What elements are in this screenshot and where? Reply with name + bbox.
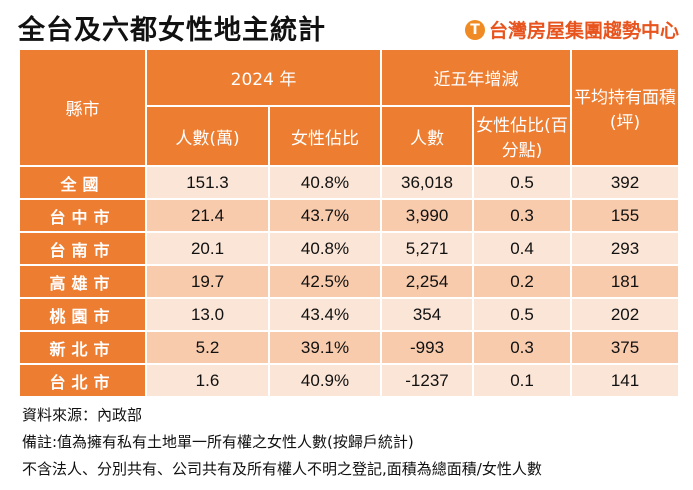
footnotes: 資料來源：內政部 備註:值為擁有私有土地單一所有權之女性人數(按歸戶統計) 不含…: [22, 402, 542, 483]
table-row: 全國 151.3 40.8% 36,018 0.5 392: [18, 165, 681, 200]
cell-share: 40.8%: [267, 165, 383, 200]
header-people: 人數: [380, 105, 475, 167]
cell-area: 181: [570, 264, 681, 299]
cell-change-share: 0.3: [472, 330, 573, 365]
cell-area: 293: [570, 231, 681, 266]
cell-city: 高雄市: [18, 264, 147, 299]
table-row: 台中市 21.4 43.7% 3,990 0.3 155: [18, 198, 681, 233]
cell-change-share: 0.5: [472, 165, 573, 200]
cell-share: 43.4%: [267, 297, 383, 332]
cell-change-people: 5,271: [380, 231, 475, 266]
table-row: 桃園市 13.0 43.4% 354 0.5 202: [18, 297, 681, 332]
source-note: 資料來源：內政部: [22, 406, 143, 424]
header-female-share-pp: 女性佔比(百分點): [472, 105, 573, 167]
cell-people-wan: 19.7: [145, 264, 270, 299]
cell-area: 155: [570, 198, 681, 233]
cell-people-wan: 151.3: [145, 165, 270, 200]
cell-change-people: 354: [380, 297, 475, 332]
table-row: 新北市 5.2 39.1% -993 0.3 375: [18, 330, 681, 365]
cell-city: 台北市: [18, 363, 147, 398]
cell-change-people: 3,990: [380, 198, 475, 233]
cell-share: 39.1%: [267, 330, 383, 365]
cell-city: 新北市: [18, 330, 147, 365]
cell-people-wan: 13.0: [145, 297, 270, 332]
table-row: 台南市 20.1 40.8% 5,271 0.4 293: [18, 231, 681, 266]
logo-text: 台灣房屋集團趨勢中心: [488, 20, 679, 42]
cell-change-share: 0.3: [472, 198, 573, 233]
header-city: 縣市: [18, 48, 147, 167]
cell-change-people: 2,254: [380, 264, 475, 299]
remark-note: 備註:值為擁有私有土地單一所有權之女性人數(按歸戶統計): [22, 433, 414, 451]
header-people-wan: 人數(萬): [145, 105, 270, 167]
cell-change-people: -993: [380, 330, 475, 365]
cell-area: 141: [570, 363, 681, 398]
header-2024: 2024 年: [144, 48, 383, 107]
remark-note-2: 不含法人、分別共有、公司共有及所有權人不明之登記,面積為總面積/女性人數: [22, 460, 542, 478]
table-row: 台北市 1.6 40.9% -1237 0.1 141: [18, 363, 681, 398]
cell-change-people: -1237: [380, 363, 475, 398]
cell-share: 43.7%: [267, 198, 383, 233]
cell-change-people: 36,018: [380, 165, 475, 200]
table-row: 高雄市 19.7 42.5% 2,254 0.2 181: [18, 264, 681, 299]
stats-table: 縣市 2024 年 近五年增減 平均持有面積(坪) 人數(萬) 女性佔比 人數 …: [18, 48, 681, 398]
header-female-share: 女性佔比: [267, 105, 383, 167]
header-5yr-change: 近五年增減: [380, 48, 573, 107]
cell-change-share: 0.4: [472, 231, 573, 266]
logo-icon: T: [464, 19, 485, 40]
cell-area: 392: [570, 165, 681, 200]
cell-share: 40.9%: [267, 363, 383, 398]
header-avg-area: 平均持有面積(坪): [570, 48, 681, 167]
cell-people-wan: 1.6: [145, 363, 270, 398]
cell-city: 台中市: [18, 198, 147, 233]
cell-area: 202: [570, 297, 681, 332]
cell-change-share: 0.1: [472, 363, 573, 398]
page-title: 全台及六都女性地主統計: [18, 15, 326, 46]
cell-share: 42.5%: [267, 264, 383, 299]
cell-change-share: 0.2: [472, 264, 573, 299]
cell-share: 40.8%: [267, 231, 383, 266]
cell-people-wan: 20.1: [145, 231, 270, 266]
cell-people-wan: 5.2: [145, 330, 270, 365]
brand-logo: T 台灣房屋集團趨勢中心: [464, 16, 679, 43]
cell-city: 桃園市: [18, 297, 147, 332]
cell-people-wan: 21.4: [145, 198, 270, 233]
cell-area: 375: [570, 330, 681, 365]
cell-change-share: 0.5: [472, 297, 573, 332]
cell-city: 台南市: [18, 231, 147, 266]
cell-city: 全國: [18, 165, 147, 200]
